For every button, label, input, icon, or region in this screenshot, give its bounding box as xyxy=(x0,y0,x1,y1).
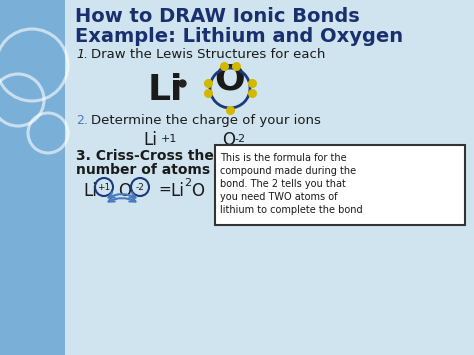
Text: Li: Li xyxy=(170,182,184,200)
Text: O: O xyxy=(222,131,235,149)
Text: bond. The 2 tells you that: bond. The 2 tells you that xyxy=(220,179,346,189)
Text: 2: 2 xyxy=(184,178,191,188)
Text: O: O xyxy=(191,182,204,200)
Text: compound made during the: compound made during the xyxy=(220,166,356,176)
Text: you need TWO atoms of: you need TWO atoms of xyxy=(220,192,337,202)
Text: Example: Lithium and Oxygen: Example: Lithium and Oxygen xyxy=(75,27,403,46)
Text: 3. Criss-Cross the charges to count: 3. Criss-Cross the charges to count xyxy=(76,149,351,163)
Text: O: O xyxy=(118,182,131,200)
Text: +1: +1 xyxy=(161,134,177,144)
FancyBboxPatch shape xyxy=(215,145,465,225)
Text: lithium to complete the bond: lithium to complete the bond xyxy=(220,205,363,215)
Text: 1.: 1. xyxy=(76,48,88,61)
Text: Li: Li xyxy=(143,131,157,149)
Text: Li: Li xyxy=(83,182,97,200)
Text: number of atoms needed: number of atoms needed xyxy=(76,163,273,177)
Text: -2: -2 xyxy=(136,182,145,191)
Text: This is the formula for the: This is the formula for the xyxy=(220,153,346,163)
Text: Li: Li xyxy=(148,73,183,107)
Bar xyxy=(0,0,65,355)
Text: 2.: 2. xyxy=(76,114,88,127)
Text: -2: -2 xyxy=(234,134,245,144)
Text: =: = xyxy=(158,182,171,197)
Text: +1: +1 xyxy=(97,182,110,191)
Text: Draw the Lewis Structures for each: Draw the Lewis Structures for each xyxy=(91,48,325,61)
Text: How to DRAW Ionic Bonds: How to DRAW Ionic Bonds xyxy=(75,7,360,26)
Text: O: O xyxy=(215,63,246,97)
Text: Determine the charge of your ions: Determine the charge of your ions xyxy=(91,114,321,127)
